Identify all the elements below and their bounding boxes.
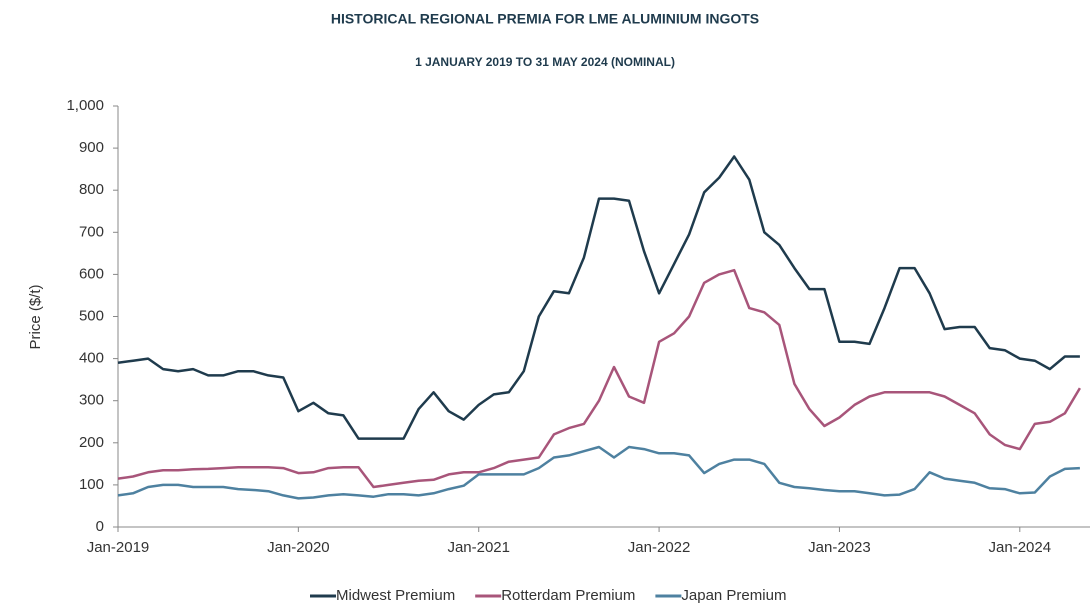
x-tick-label: Jan-2022 — [628, 539, 691, 556]
chart-subtitle: 1 JANUARY 2019 TO 31 MAY 2024 (NOMINAL) — [415, 55, 675, 69]
series-line — [117, 268, 1081, 489]
y-tick-label: 100 — [79, 476, 104, 493]
x-tick-label: Jan-2024 — [989, 539, 1052, 556]
legend-label: Japan Premium — [681, 587, 786, 604]
y-axis-label: Price ($/t) — [27, 284, 44, 349]
y-tick-label: 400 — [79, 350, 104, 367]
y-tick-label: 800 — [79, 181, 104, 198]
legend-label: Midwest Premium — [336, 587, 455, 604]
y-tick-label: 0 — [96, 518, 104, 535]
x-tick-label: Jan-2021 — [447, 539, 510, 556]
y-tick-label: 900 — [79, 139, 104, 156]
y-tick-label: 500 — [79, 307, 104, 324]
x-tick-label: Jan-2023 — [808, 539, 871, 556]
y-tick-label: 700 — [79, 223, 104, 240]
series-line — [117, 445, 1080, 500]
y-tick-label: 300 — [79, 392, 104, 409]
legend-label: Rotterdam Premium — [501, 587, 635, 604]
y-tick-label: 600 — [79, 265, 104, 282]
x-tick-label: Jan-2020 — [267, 539, 330, 556]
chart-title: HISTORICAL REGIONAL PREMIA FOR LME ALUMI… — [331, 11, 759, 27]
series-line — [117, 155, 1080, 440]
y-tick-label: 1,000 — [66, 97, 104, 114]
x-tick-label: Jan-2019 — [87, 539, 150, 556]
y-tick-label: 200 — [79, 434, 104, 451]
